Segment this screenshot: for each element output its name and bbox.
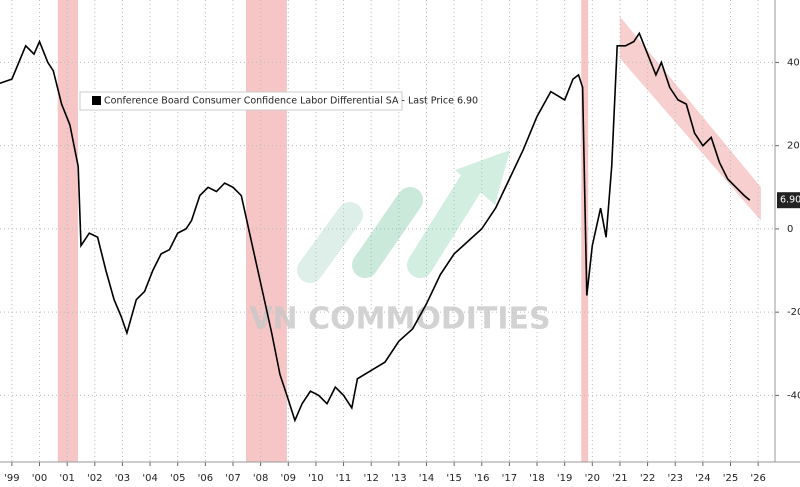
x-tick-label: '03 (115, 473, 130, 484)
x-tick-label: '18 (529, 473, 544, 484)
x-tick-label: '21 (612, 473, 627, 484)
last-price-label: 6.90 (780, 195, 800, 206)
x-tick-label: '14 (419, 473, 434, 484)
x-tick-label: '06 (198, 473, 213, 484)
x-tick-label: '13 (391, 473, 406, 484)
x-tick-label: '19 (557, 473, 572, 484)
x-tick-label: '22 (640, 473, 655, 484)
watermark: VN COMMODITIES (249, 302, 550, 337)
x-tick-label: '12 (363, 473, 378, 484)
x-tick-label: '20 (585, 473, 600, 484)
watermark-logo (297, 150, 510, 283)
y-tick-label: 40 (787, 57, 800, 68)
x-tick-label: '02 (87, 473, 102, 484)
x-tick-label: '25 (723, 473, 738, 484)
recession-band (245, 0, 287, 462)
recession-band (57, 0, 78, 462)
last-price-box (777, 192, 800, 209)
y-tick-label: -20 (787, 307, 800, 318)
x-tick-label: '17 (502, 473, 517, 484)
x-tick-label: '01 (59, 473, 74, 484)
x-tick-label: '07 (225, 473, 240, 484)
legend-swatch (92, 96, 101, 105)
x-tick-label: '10 (308, 473, 323, 484)
y-tick-label: -40 (787, 390, 800, 401)
legend-text: Conference Board Consumer Confidence Lab… (104, 96, 478, 107)
x-tick-label: '23 (667, 473, 682, 484)
legend-box (79, 91, 403, 111)
x-tick-label: '99 (4, 473, 19, 484)
x-tick-label: '15 (446, 473, 461, 484)
x-tick-label: '04 (142, 473, 157, 484)
y-tick-label: 0 (787, 224, 793, 235)
x-tick-label: '08 (253, 473, 268, 484)
x-tick-label: '26 (750, 473, 765, 484)
x-tick-label: '05 (170, 473, 185, 484)
x-tick-label: '09 (281, 473, 296, 484)
series-line (0, 31, 751, 423)
x-tick-label: '24 (695, 473, 710, 484)
y-tick-label: 20 (787, 141, 800, 152)
x-tick-label: '16 (474, 473, 489, 484)
x-tick-label: '00 (32, 473, 47, 484)
x-tick-label: '11 (336, 473, 351, 484)
